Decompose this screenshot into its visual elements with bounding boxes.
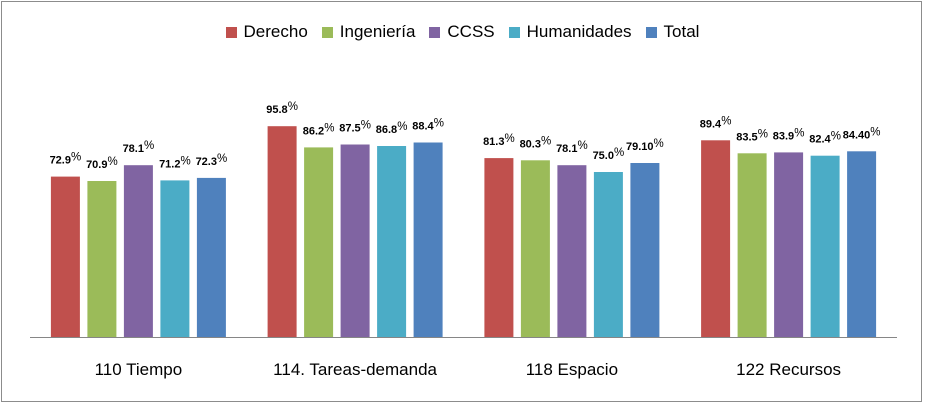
data-label-humanidades-114-tareas-demanda: 86.8%	[376, 121, 408, 136]
legend-swatch-humanidades	[508, 26, 520, 38]
bar-humanidades-118-espacio	[593, 172, 623, 337]
bar-total-114-tareas-demanda	[413, 142, 443, 337]
legend-label-ccss: CCSS	[447, 22, 495, 41]
data-label-total-114-tareas-demanda: 88.4%	[412, 118, 444, 133]
category-label-122-recursos: 122 Recursos	[736, 360, 841, 379]
data-label-humanidades-110-tiempo: 71.2%	[159, 155, 191, 170]
data-label-ccss-114-tareas-demanda: 87.5%	[339, 120, 371, 135]
legend-label-ingenieria: Ingeniería	[339, 22, 416, 41]
bar-humanidades-122-recursos	[810, 155, 840, 337]
category-label-118-espacio: 118 Espacio	[526, 360, 618, 379]
bar-ccss-114-tareas-demanda	[340, 144, 370, 337]
data-label-ccss-118-espacio: 78.1%	[556, 140, 588, 155]
data-label-total-122-recursos: 84.40%	[843, 126, 881, 141]
data-label-ingenieria-118-espacio: 80.3%	[520, 135, 552, 150]
bar-total-110-tiempo	[196, 177, 226, 337]
bar-ccss-122-recursos	[774, 152, 804, 337]
bar-ingenieria-114-tareas-demanda	[304, 147, 334, 337]
data-label-total-110-tiempo: 72.3%	[196, 153, 228, 168]
data-label-derecho-110-tiempo: 72.9%	[50, 152, 82, 167]
legend-swatch-total	[645, 26, 657, 38]
legend-item-total: Total	[645, 22, 700, 42]
legend-label-humanidades: Humanidades	[526, 22, 632, 41]
data-label-derecho-118-espacio: 81.3%	[483, 133, 515, 148]
bar-total-118-espacio	[630, 163, 660, 337]
legend-swatch-ingenieria	[321, 26, 333, 38]
legend-label-derecho: Derecho	[243, 22, 308, 41]
legend-item-humanidades: Humanidades	[508, 22, 632, 42]
data-label-ingenieria-114-tareas-demanda: 86.2%	[303, 122, 335, 137]
legend-item-derecho: Derecho	[225, 22, 308, 42]
data-label-ingenieria-122-recursos: 83.5%	[736, 128, 768, 143]
legend: Derecho Ingeniería CCSS Humanidades Tota…	[0, 20, 925, 44]
bar-ingenieria-110-tiempo	[87, 181, 117, 337]
data-label-derecho-122-recursos: 89.4%	[700, 115, 732, 130]
legend-item-ingenieria: Ingeniería	[321, 22, 416, 42]
legend-swatch-derecho	[225, 26, 237, 38]
bar-derecho-114-tareas-demanda	[267, 126, 297, 337]
data-label-derecho-114-tareas-demanda: 95.8%	[266, 101, 298, 116]
category-label-114-tareas-demanda: 114. Tareas-demanda	[273, 360, 437, 379]
bar-derecho-110-tiempo	[50, 176, 80, 337]
legend-item-ccss: CCSS	[429, 22, 495, 42]
category-label-110-tiempo: 110 Tiempo	[95, 360, 183, 379]
bar-ccss-110-tiempo	[123, 165, 153, 337]
data-label-ingenieria-110-tiempo: 70.9%	[86, 156, 118, 171]
bar-humanidades-114-tareas-demanda	[377, 146, 407, 337]
data-label-total-118-espacio: 79.10%	[626, 138, 664, 153]
legend-label-total: Total	[663, 22, 700, 41]
data-label-humanidades-122-recursos: 82.4%	[809, 131, 841, 146]
legend-swatch-ccss	[429, 26, 441, 38]
bar-derecho-118-espacio	[484, 158, 514, 337]
bar-humanidades-110-tiempo	[160, 180, 190, 337]
data-label-humanidades-118-espacio: 75.0%	[593, 147, 625, 162]
bar-ccss-118-espacio	[557, 165, 587, 337]
bar-derecho-122-recursos	[701, 140, 731, 337]
bar-ingenieria-118-espacio	[520, 160, 550, 337]
data-label-ccss-110-tiempo: 78.1%	[123, 140, 155, 155]
bar-ingenieria-122-recursos	[737, 153, 767, 337]
bar-total-122-recursos	[847, 151, 877, 337]
data-label-ccss-122-recursos: 83.9%	[773, 127, 805, 142]
